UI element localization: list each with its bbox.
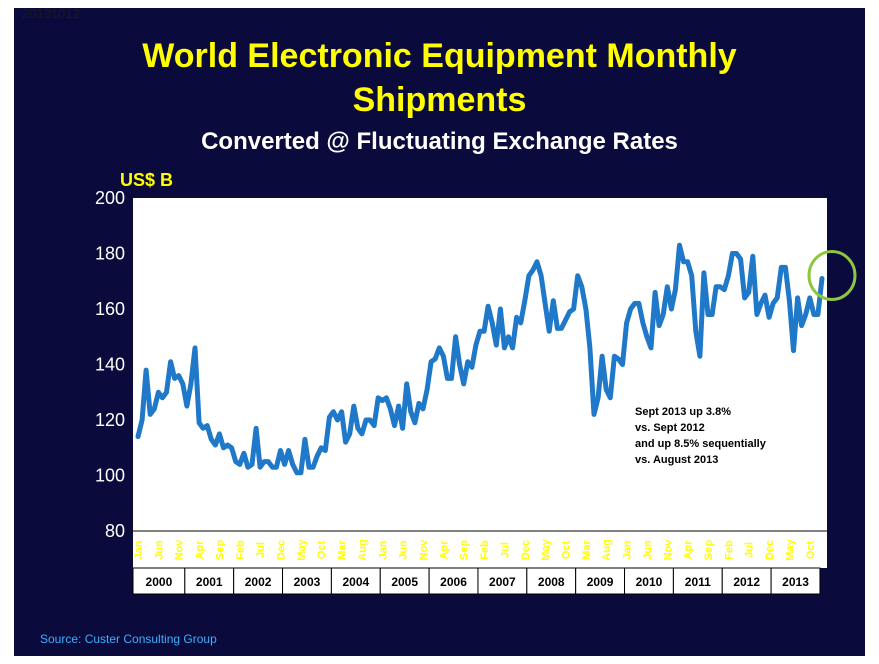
y-tick-label: 160 — [95, 299, 125, 319]
month-tick-label: Feb — [723, 540, 735, 560]
month-tick-label: Oct — [561, 540, 573, 559]
month-tick-label: Sep — [703, 540, 715, 560]
annotation-line: and up 8.5% sequentially — [635, 438, 767, 450]
month-tick-label: Mar — [337, 540, 349, 560]
month-tick-label: Sep — [214, 540, 226, 560]
year-tick-label: 2005 — [391, 575, 418, 589]
month-tick-label: Oct — [805, 540, 817, 559]
year-band — [721, 567, 772, 595]
chart-title-line2: Shipments — [352, 81, 527, 119]
month-tick-label: Nov — [418, 539, 430, 561]
month-tick-label: Sep — [459, 540, 471, 560]
year-tick-label: 2012 — [733, 575, 760, 589]
year-band — [672, 567, 723, 595]
month-tick-label: Jul — [499, 542, 511, 558]
year-tick-label: 2013 — [782, 575, 809, 589]
year-tick-label: 2001 — [196, 575, 223, 589]
month-tick-label: Jun — [398, 540, 410, 560]
month-tick-band — [133, 531, 827, 568]
month-tick-label: Apr — [194, 540, 206, 560]
month-tick-label: Jul — [255, 542, 267, 558]
annotation-line: Sept 2013 up 3.8% — [635, 406, 731, 418]
month-tick-label: Nov — [662, 539, 674, 561]
month-tick-label: May — [540, 538, 552, 560]
year-band — [575, 567, 626, 595]
chart-subtitle: Converted @ Fluctuating Exchange Rates — [201, 128, 678, 155]
year-band — [184, 567, 235, 595]
month-tick-label: Feb — [235, 540, 247, 560]
year-tick-label: 2007 — [489, 575, 516, 589]
month-tick-label: Jun — [153, 540, 165, 560]
y-tick-label: 200 — [95, 188, 125, 208]
month-tick-label: May — [296, 538, 308, 560]
y-tick-label: 140 — [95, 355, 125, 375]
month-tick-label: Jan — [377, 540, 389, 559]
year-tick-label: 2003 — [294, 575, 321, 589]
year-band — [624, 567, 674, 595]
date-stamp: 20131012 — [22, 6, 80, 21]
chart-title-line1: World Electronic Equipment Monthly — [142, 37, 737, 75]
year-band — [379, 567, 430, 595]
year-band — [770, 567, 821, 595]
year-tick-label: 2010 — [636, 575, 663, 589]
annotation-line: vs. Sept 2012 — [635, 422, 705, 434]
month-tick-label: Aug — [357, 539, 369, 560]
month-tick-label: May — [784, 538, 796, 560]
y-tick-label: 120 — [95, 410, 125, 430]
month-tick-label: Nov — [174, 539, 186, 561]
month-tick-label: Dec — [276, 540, 288, 560]
y-axis-ticks: 80 100 120 140 160 180 200 — [95, 188, 125, 541]
month-tick-label: Mar — [581, 540, 593, 560]
month-tick-label: Jan — [133, 540, 145, 559]
y-tick-label: 80 — [105, 521, 125, 541]
year-band — [330, 567, 381, 595]
annotation-line: vs. August 2013 — [635, 454, 718, 466]
year-tick-label: 2008 — [538, 575, 565, 589]
month-tick-label: Jan — [622, 540, 634, 559]
year-band — [282, 567, 332, 595]
x-axis-area: Jan Jun Nov Apr Sep Feb Jul Dec May Oct Mar Aug Jan J… — [132, 530, 827, 595]
month-tick-label: Jun — [642, 540, 654, 560]
year-tick-label: 2004 — [342, 575, 369, 589]
annotation-box: Sept 2013 up 3.8% vs. Sept 2012 and up 8.5… — [635, 406, 767, 466]
y-axis-unit-label: US$ B — [120, 170, 174, 190]
plot-area — [133, 198, 827, 531]
series-line — [135, 242, 825, 476]
month-tick-label: Aug — [601, 539, 613, 560]
month-tick-label: Apr — [438, 540, 450, 560]
month-tick-label: Dec — [520, 540, 532, 560]
month-tick-label: Dec — [764, 540, 776, 560]
month-tick-label: Apr — [683, 540, 695, 560]
month-tick-label: Feb — [479, 540, 491, 560]
year-band — [477, 567, 528, 595]
y-tick-label: 100 — [95, 466, 125, 486]
year-tick-label: 2009 — [587, 575, 614, 589]
year-tick-label: 2006 — [440, 575, 467, 589]
year-tick-label: 2011 — [685, 575, 711, 589]
year-band — [233, 567, 284, 595]
month-tick-label: Jul — [744, 542, 756, 558]
month-tick-label: Oct — [316, 540, 328, 559]
series-group — [135, 242, 825, 476]
y-tick-label: 180 — [95, 244, 125, 264]
year-band — [428, 567, 479, 595]
year-tick-label: 2002 — [245, 575, 272, 589]
highlight-circle — [807, 249, 857, 301]
source-note: Source: Custer Consulting Group — [40, 632, 217, 646]
year-tick-label: 2000 — [146, 575, 173, 589]
